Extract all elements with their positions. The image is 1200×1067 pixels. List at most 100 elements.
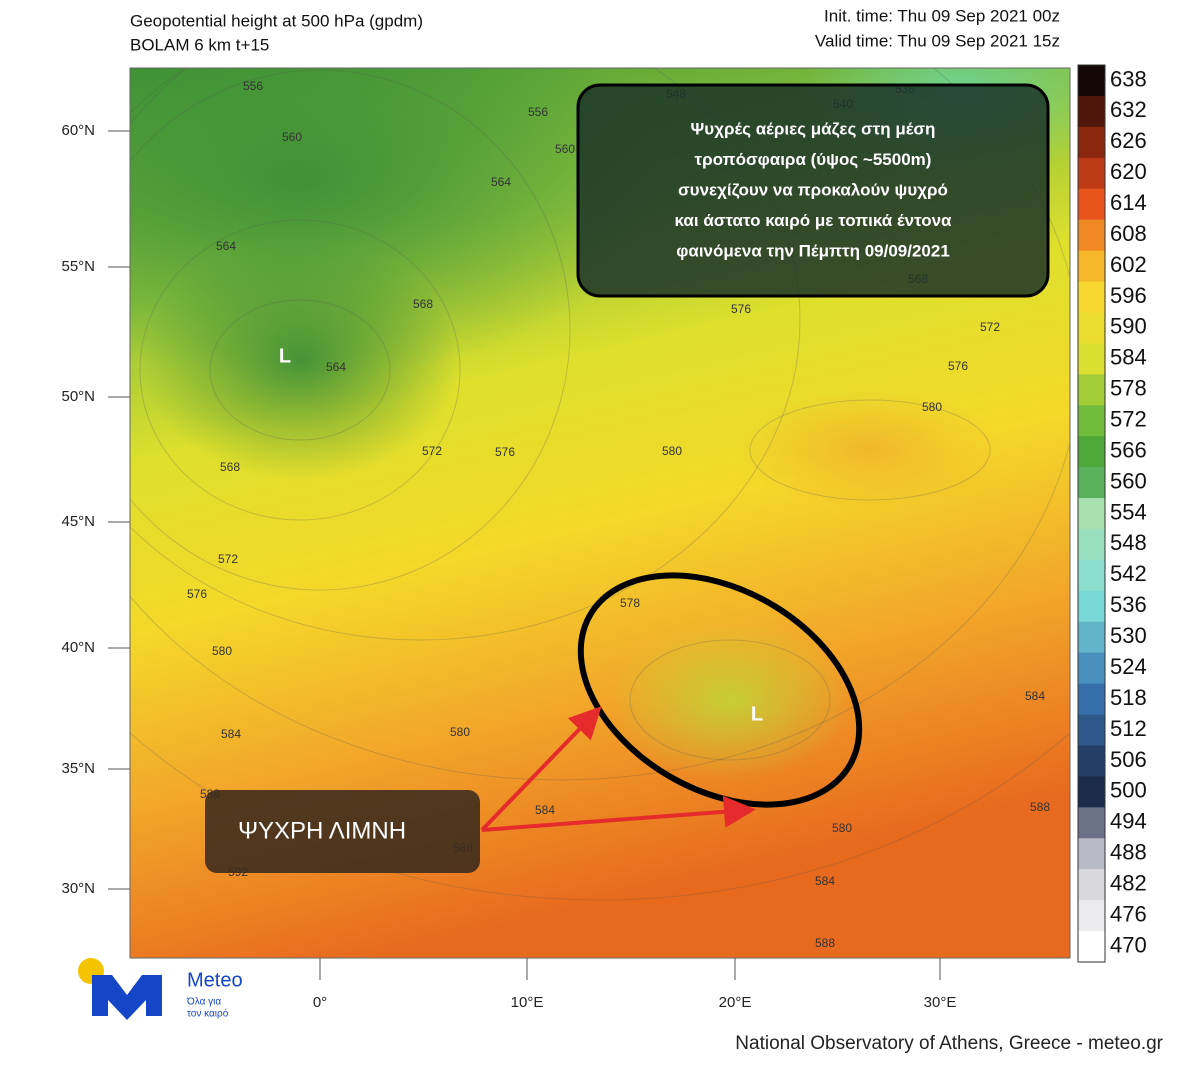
info-line: και άστατο καιρό με τοπικά έντονα: [675, 211, 953, 230]
colorbar-label: 602: [1110, 252, 1147, 277]
map-frame: [129, 67, 1071, 959]
colorbar-cell: [1078, 683, 1105, 716]
contour-label: 556: [528, 105, 548, 119]
colorbar-label: 584: [1110, 345, 1147, 370]
contour-label: 580: [662, 444, 682, 458]
lat-label: 30°N: [61, 880, 95, 897]
arrows: [480, 706, 756, 832]
contour-label: 572: [422, 444, 442, 458]
axes: 60°N 55°N 50°N 45°N 40°N 35°N 30°N 0° 10°E 20°E 30…: [61, 122, 956, 1011]
logo-name: Meteo: [187, 969, 243, 991]
colorbar-label: 578: [1110, 376, 1147, 401]
colorbar-label: 530: [1110, 623, 1147, 648]
lat-label: 35°N: [61, 760, 95, 777]
contour-label: 576: [187, 587, 207, 601]
title: Geopotential height at 500 hPa (gpdm): [130, 11, 423, 30]
colorbar-label: 512: [1110, 716, 1147, 741]
logo-tagline: Όλα για: [186, 997, 221, 1008]
colorbar-cell: [1078, 590, 1105, 623]
colorbar-label: 518: [1110, 685, 1147, 710]
cold-pool-box: ΨΥΧΡΗ ΛΙΜΝΗ: [205, 790, 480, 873]
lat-label: 50°N: [61, 388, 95, 405]
colorbar-cell: [1078, 838, 1105, 870]
colorbar-label: 614: [1110, 190, 1147, 215]
contour-label: 556: [243, 79, 263, 93]
valid-time: Valid time: Thu 09 Sep 2021 15z: [815, 31, 1060, 50]
lon-label: 20°E: [719, 994, 752, 1011]
contour-label: 584: [221, 727, 241, 741]
colorbar-cell: [1078, 188, 1105, 221]
contour-label: 560: [282, 130, 302, 144]
colorbar-cell: [1078, 126, 1105, 159]
footer: National Observatory of Athens, Greece -…: [735, 1033, 1163, 1054]
logo-tagline: τον καιρό: [187, 1008, 229, 1020]
contour-label: 576: [495, 445, 515, 459]
colorbar-cell: [1078, 807, 1105, 839]
colorbar-cell: [1078, 343, 1105, 375]
info-box: Ψυχρές αέριες μάζες στη μέση τροπόσφαιρα …: [576, 83, 1050, 298]
colorbar-label: 542: [1110, 561, 1147, 586]
contour-label: 580: [212, 644, 232, 658]
colorbar-label: 566: [1110, 437, 1147, 462]
colorbar-label: 524: [1110, 654, 1147, 679]
colorbar-cell: [1078, 714, 1105, 746]
colorbar-label: 596: [1110, 283, 1147, 308]
colorbar-cell: [1078, 374, 1105, 406]
colorbar-cell: [1078, 157, 1105, 190]
colorbar-cell: [1078, 250, 1105, 283]
contour-label: 580: [450, 725, 470, 739]
info-line: Ψυχρές αέριες μάζες στη μέση: [691, 119, 936, 138]
lon-label: 30°E: [924, 994, 957, 1011]
low-marker: L: [751, 703, 763, 725]
colorbar-cell: [1078, 745, 1105, 777]
lat-label: 45°N: [61, 513, 95, 530]
low-marker: L: [279, 345, 291, 367]
lat-label: 40°N: [61, 639, 95, 656]
colorbar-frame: [1077, 64, 1106, 963]
colorbar-cell: [1078, 528, 1105, 561]
colorbar-cell: [1078, 776, 1105, 808]
colorbar-label: 494: [1110, 809, 1147, 834]
colorbar-cell: [1078, 467, 1105, 499]
colorbar-cell: [1078, 652, 1105, 685]
colorbar-label: 590: [1110, 314, 1147, 339]
contour-label: 572: [218, 552, 238, 566]
colorbar-cell: [1078, 900, 1105, 932]
contour-labels: 5565565485405365605605645645685645685725…: [187, 79, 1050, 950]
cold-pool-label: ΨΥΧΡΗ ΛΙΜΝΗ: [238, 817, 406, 844]
lon-label: 0°: [313, 994, 327, 1011]
contour-label: 568: [413, 297, 433, 311]
colorbar-cell: [1078, 621, 1105, 654]
contour-label: 568: [220, 460, 240, 474]
colorbar-cell: [1078, 559, 1105, 592]
colorbar-label: 620: [1110, 159, 1147, 184]
colorbar-label: 500: [1110, 778, 1147, 803]
contour-label: 584: [815, 874, 835, 888]
colorbar-cell: [1078, 219, 1105, 252]
model: BOLAM 6 km t+15: [130, 35, 269, 54]
contour-label: 564: [216, 239, 236, 253]
colorbar-label: 632: [1110, 97, 1147, 122]
contour-label: 572: [980, 320, 1000, 334]
colorbar-cell: [1078, 869, 1105, 901]
colorbar-label: 626: [1110, 128, 1147, 153]
info-line: συνεχίζουν να προκαλούν ψυχρό: [678, 180, 948, 199]
contour-label: 578: [620, 596, 640, 610]
colorbar: 638 632 626 620 614 608 602 596 590 584 578 572 566 5…: [1077, 64, 1147, 963]
colorbar-label: 548: [1110, 530, 1147, 555]
colorbar-cell: [1078, 65, 1105, 97]
contour-label: 588: [1030, 800, 1050, 814]
colorbar-cell: [1078, 312, 1105, 344]
colorbar-cell: [1078, 498, 1105, 530]
colorbar-cell: [1078, 931, 1105, 963]
colorbar-cell: [1078, 436, 1105, 468]
contour-label: 584: [1025, 689, 1045, 703]
colorbar-cell: [1078, 405, 1105, 437]
contour-label: 580: [832, 821, 852, 835]
init-time: Init. time: Thu 09 Sep 2021 00z: [824, 6, 1060, 25]
contour-label: 580: [922, 400, 942, 414]
info-line: τροπόσφαιρα (ύψος ~5500m): [695, 150, 932, 169]
lat-label: 55°N: [61, 258, 95, 275]
lat-label: 60°N: [61, 122, 95, 139]
